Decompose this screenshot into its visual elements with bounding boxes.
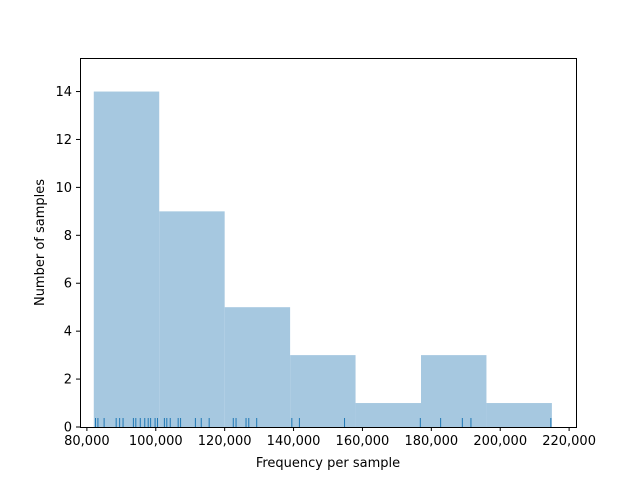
plot-frame [80,58,577,428]
histogram-bar-2 [224,307,291,427]
y-axis-label: Number of samples [33,179,48,306]
y-tick-label-4: 8 [64,229,72,244]
histogram-bar-0 [93,91,160,427]
histogram-bar-5 [421,355,487,427]
y-tick-label-7: 14 [55,85,72,100]
x-tick-label-1: 100,000 [129,434,183,449]
x-tick-label-4: 160,000 [336,434,390,449]
y-axis-ticks: 0 2 4 6 8 10 12 14 [55,85,80,436]
y-tick-label-5: 10 [55,181,72,196]
x-axis-ticks: 80,000 100,000 120,000 140,000 160,000 180,00… [64,427,596,449]
x-tick-label-7: 220,000 [542,434,596,449]
histogram-bars [93,91,552,427]
histogram-bar-3 [290,355,356,427]
y-tick-label-6: 12 [55,133,72,148]
x-tick-label-5: 180,000 [404,434,458,449]
y-tick-label-1: 2 [64,373,72,388]
x-axis-label: Frequency per sample [256,456,400,471]
x-tick-label-3: 140,000 [267,434,321,449]
histogram-bar-4 [355,403,421,427]
rug-plot [95,418,552,427]
x-tick-label-0: 80,000 [64,434,110,449]
y-tick-label-3: 6 [64,277,72,292]
y-tick-label-2: 4 [64,325,72,340]
histogram-bar-6 [486,403,552,427]
x-tick-label-6: 200,000 [473,434,527,449]
histogram-bar-1 [159,211,225,427]
x-tick-label-2: 120,000 [198,434,252,449]
y-tick-label-0: 0 [64,421,72,436]
